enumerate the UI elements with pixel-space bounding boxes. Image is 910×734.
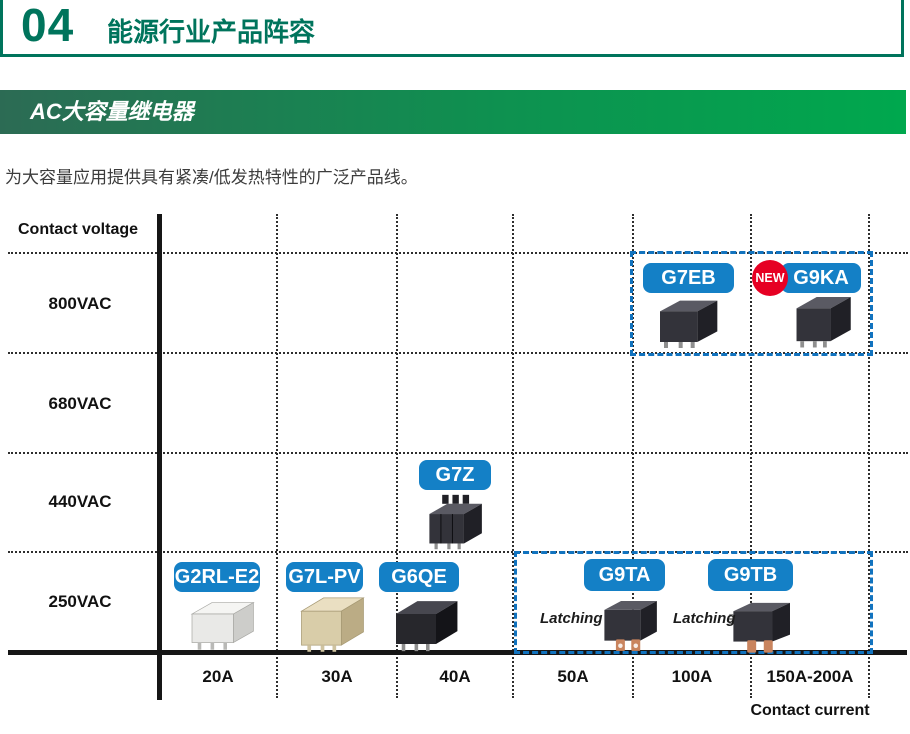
current-label-20a: 20A [202, 667, 234, 686]
relay-image-g9tb [726, 596, 796, 654]
relay-image-g9ta [598, 592, 662, 656]
highlight-box-800vac [630, 251, 873, 356]
v-gridline [750, 214, 752, 698]
product-label-g7z: G7Z [419, 460, 491, 490]
section-banner: AC大容量继电器 [0, 90, 906, 134]
v-gridline [276, 214, 278, 698]
latching-note-g9tb: Latching [673, 610, 736, 627]
current-label-30a: 30A [321, 667, 353, 686]
product-label-g7l-pv: G7L-PV [286, 562, 363, 592]
product-label-g9ta: G9TA [584, 559, 665, 591]
v-gridline [868, 214, 870, 698]
current-label-40a: 40A [439, 667, 471, 686]
product-label-g9ka: G9KA [781, 263, 861, 293]
relay-image-g9ka [788, 292, 858, 350]
relay-image-g7z [423, 492, 487, 554]
relay-image-g7l-pv [292, 592, 370, 654]
product-label-g7eb: G7EB [643, 263, 734, 293]
product-label-g2rl-e2: G2RL-E2 [174, 562, 260, 592]
voltage-label-250vac: 250VAC [48, 592, 112, 611]
x-axis-title: Contact current [750, 702, 870, 719]
page-title: 能源行业产品阵容 [107, 17, 316, 47]
h-gridline [8, 452, 908, 454]
voltage-label-440vac: 440VAC [48, 492, 112, 511]
v-gridline [512, 214, 514, 698]
section-title: AC大容量继电器 [30, 99, 194, 124]
section-number: 04 [21, 0, 75, 51]
v-gridline [396, 214, 398, 698]
relay-image-g7eb [646, 294, 730, 350]
intro-text: 为大容量应用提供具有紧凑/低发热特性的广泛产品线。 [5, 168, 418, 187]
y-axis-title: Contact voltage [18, 221, 139, 238]
x-axis [8, 650, 907, 655]
voltage-label-680vac: 680VAC [48, 394, 112, 413]
highlight-box-latching [514, 551, 873, 654]
relay-image-g6qe [386, 594, 466, 654]
current-label-150a-200a: 150A-200A [766, 667, 854, 686]
relay-image-g2rl-e2 [180, 594, 264, 654]
current-label-100a: 100A [671, 667, 713, 686]
header-box: 04 能源行业产品阵容 [0, 0, 904, 57]
h-gridline [8, 252, 908, 254]
h-gridline [8, 352, 908, 354]
v-gridline [632, 214, 634, 698]
h-gridline [8, 551, 908, 553]
product-label-g6qe: G6QE [379, 562, 459, 592]
y-axis [157, 214, 162, 700]
current-label-50a: 50A [557, 667, 589, 686]
latching-note-g9ta: Latching [540, 610, 603, 627]
voltage-label-800vac: 800VAC [48, 294, 112, 313]
new-badge: NEW [752, 260, 788, 296]
product-label-g9tb: G9TB [708, 559, 793, 591]
